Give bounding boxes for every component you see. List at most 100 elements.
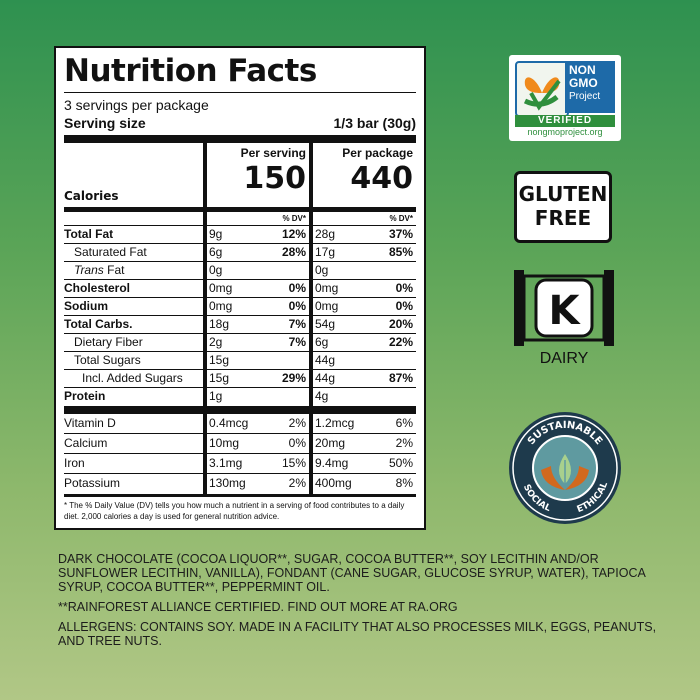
per-serving-cell: 15g (203, 352, 309, 370)
amount-value: 3.1mg (209, 456, 243, 470)
hands-leaf-icon (541, 454, 589, 490)
verified-text: VERIFIED (515, 115, 615, 127)
rainforest-note: **RAINFOREST ALLIANCE CERTIFIED. FIND OU… (58, 600, 458, 614)
dv-percent: 22% (388, 335, 413, 349)
micro-per-package-cell: 400mg 8% (309, 474, 416, 494)
serving-size-value: 1/3 bar (30g) (333, 115, 416, 131)
amount-value: 4g (315, 389, 329, 403)
dv-header-package: % DV* (309, 212, 416, 226)
servings-per-package: 3 servings per package (64, 92, 416, 114)
nutrient-label: Cholesterol (64, 280, 203, 298)
nutrient-label: Sodium (64, 298, 203, 316)
per-package-cell: 54g 20% (309, 316, 416, 334)
dv-percent: 7% (288, 335, 306, 349)
trans-italic-label: Trans (74, 263, 104, 277)
micro-per-package-cell: 1.2mcg 6% (309, 414, 416, 434)
amount-value: 0g (209, 263, 223, 277)
amount-value: 20mg (315, 436, 346, 450)
micro-per-package-cell: 9.4mg 50% (309, 454, 416, 474)
scroll-icon: K (514, 270, 614, 346)
micronutrient-label: Vitamin D (64, 414, 203, 434)
per-serving-cell: 6g 28% (203, 244, 309, 262)
sustainable-seal-badge: SUSTAINABLE SOCIAL ETHICAL (507, 410, 623, 526)
amount-value: 400mg (315, 476, 352, 490)
divider-thick (64, 135, 416, 143)
dv-percent: 28% (281, 245, 306, 259)
nutrient-label: Incl. Added Sugars (64, 370, 203, 388)
kosher-dairy-badge: K DAIRY (512, 266, 616, 384)
dv-header-spacer (64, 212, 203, 226)
gmo-text: GMO (569, 76, 598, 90)
serving-size-label: Serving size (64, 115, 146, 131)
divider-thick-bottom (64, 406, 416, 414)
dv-percent: 2% (395, 436, 413, 450)
dv-header-serving: % DV* (203, 212, 309, 226)
micro-per-serving-cell: 130mg 2% (203, 474, 309, 494)
per-serving-cell: 18g 7% (203, 316, 309, 334)
per-serving-cell: 0mg 0% (203, 280, 309, 298)
dv-percent: 2% (288, 416, 306, 430)
per-serving-cell: 15g 29% (203, 370, 309, 388)
per-package-cell: 44g (309, 352, 416, 370)
amount-value: 9.4mg (315, 456, 349, 470)
nutrient-label: Trans Fat (64, 262, 203, 280)
gluten-free-badge: GLUTEN FREE (514, 171, 612, 243)
non-text: NON (569, 63, 596, 77)
per-serving-cell: 9g 12% (203, 226, 309, 244)
nutrient-label: Total Fat (64, 226, 203, 244)
dv-percent: 0% (288, 299, 306, 313)
micronutrient-label: Iron (64, 454, 203, 474)
calories-per-serving: 150 (243, 161, 306, 196)
dairy-label: DAIRY (539, 350, 589, 367)
dv-percent: 0% (395, 299, 413, 313)
per-serving-cell: 2g 7% (203, 334, 309, 352)
amount-value: 0g (315, 263, 329, 277)
micro-per-serving-cell: 10mg 0% (203, 434, 309, 454)
nongmo-url: nongmoproject.org (527, 127, 603, 137)
micronutrient-label: Potassium (64, 476, 121, 490)
amount-value: 44g (315, 371, 336, 385)
nutrient-label: Protein (64, 389, 106, 403)
dv-percent: 0% (288, 436, 306, 450)
dv-percent: 0% (288, 281, 306, 295)
per-serving-column-header: Per serving 150 (203, 143, 309, 207)
dv-percent: 50% (388, 456, 413, 470)
nutrition-title: Nutrition Facts (64, 53, 317, 89)
gluten-text: GLUTEN (518, 182, 608, 206)
calories-label: Calories (64, 189, 119, 203)
nutrient-label: Total Sugars (64, 352, 203, 370)
ingredients-block: DARK CHOCOLATE (COCOA LIQUOR**, SUGAR, C… (58, 552, 658, 654)
amount-value: 6g (209, 245, 223, 259)
kosher-letter: K (549, 288, 582, 334)
per-package-cell: 44g 87% (309, 370, 416, 388)
divider-medium (64, 207, 416, 212)
nutrient-label: Dietary Fiber (64, 334, 203, 352)
ingredients-text: DARK CHOCOLATE (COCOA LIQUOR**, SUGAR, C… (58, 552, 646, 594)
amount-value: 0.4mcg (209, 416, 249, 430)
amount-value: 44g (315, 353, 336, 367)
per-serving-cell: 1g (203, 388, 309, 406)
per-package-cell: 6g 22% (309, 334, 416, 352)
nutrient-grid: Calories Per serving 150 Per package 440… (64, 143, 416, 414)
amount-value: 0mg (209, 281, 233, 295)
amount-value: 15g (209, 371, 230, 385)
calories-per-package: 440 (350, 161, 413, 196)
per-package-cell: 0g (309, 262, 416, 280)
allergens-text: ALLERGENS: CONTAINS SOY. MADE IN A FACIL… (58, 620, 657, 648)
dv-percent: 12% (281, 227, 306, 241)
amount-value: 2g (209, 335, 223, 349)
amount-value: 9g (209, 227, 223, 241)
amount-value: 10mg (209, 436, 240, 450)
dv-percent: 87% (388, 371, 413, 385)
project-text: Project (569, 91, 601, 102)
amount-value: 130mg (209, 476, 246, 490)
amount-value: 54g (315, 317, 336, 331)
dv-percent: 15% (281, 456, 306, 470)
amount-value: 1g (209, 389, 223, 403)
amount-value: 17g (315, 245, 336, 259)
nutrient-label-suffix: Fat (103, 263, 125, 277)
nutrient-label: Saturated Fat (64, 244, 203, 262)
butterfly-icon (515, 61, 569, 117)
amount-value: 18g (209, 317, 230, 331)
amount-value: 15g (209, 353, 230, 367)
